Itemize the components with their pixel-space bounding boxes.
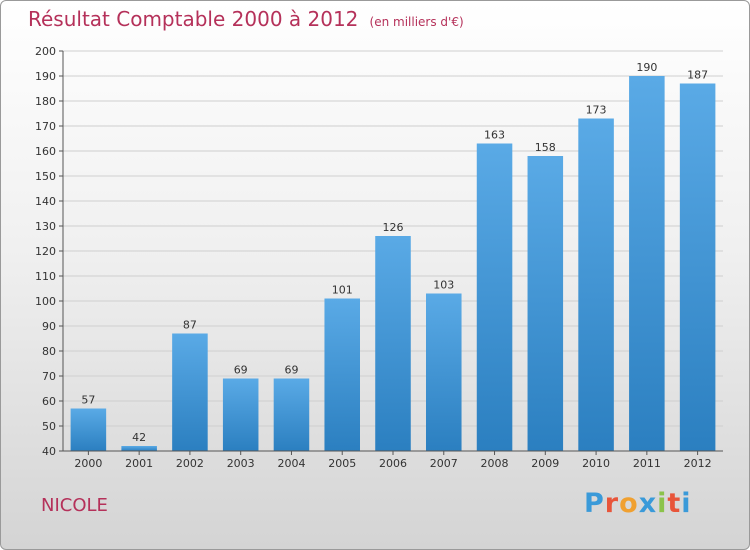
y-tick-label: 120	[35, 245, 56, 258]
bar	[578, 118, 614, 451]
logo-letter: r	[604, 488, 620, 519]
y-tick-label: 60	[42, 395, 56, 408]
chart-title: Résultat Comptable 2000 à 2012	[28, 7, 359, 31]
logo-letter: P	[584, 488, 605, 519]
y-tick-label: 50	[42, 420, 56, 433]
bar	[527, 156, 564, 451]
y-tick-label: 80	[42, 345, 56, 358]
y-tick-label: 130	[35, 220, 56, 233]
data-label: 69	[284, 364, 298, 377]
proxiti-logo[interactable]: Proxiti	[584, 488, 692, 519]
data-label: 87	[183, 319, 197, 332]
bar	[476, 143, 513, 451]
logo-letter: t	[667, 488, 682, 519]
bar	[273, 378, 310, 451]
commune-name: NICOLE	[41, 495, 108, 516]
bar	[426, 293, 462, 451]
y-tick-label: 70	[42, 370, 56, 383]
bar	[629, 76, 665, 451]
data-label: 190	[636, 61, 657, 74]
data-label: 173	[586, 104, 607, 117]
x-tick-label: 2002	[176, 457, 204, 470]
x-tick-label: 2004	[277, 457, 305, 470]
y-tick-label: 140	[35, 195, 56, 208]
y-tick-label: 40	[42, 445, 56, 458]
x-tick-label: 2005	[328, 457, 356, 470]
x-tick-label: 2003	[227, 457, 255, 470]
bar	[70, 408, 107, 451]
x-tick-label: 2012	[684, 457, 712, 470]
y-tick-label: 180	[35, 95, 56, 108]
data-label: 57	[81, 394, 95, 407]
x-tick-label: 2008	[481, 457, 509, 470]
bar	[172, 333, 208, 451]
logo-letter: o	[619, 488, 639, 519]
bar	[121, 446, 157, 451]
y-tick-label: 160	[35, 145, 56, 158]
logo-letter: i	[657, 488, 668, 519]
chart-title-block: Résultat Comptable 2000 à 2012 (en milli…	[28, 7, 464, 31]
y-tick-label: 150	[35, 170, 56, 183]
bar	[222, 378, 259, 451]
y-tick-label: 200	[35, 45, 56, 58]
y-tick-label: 190	[35, 70, 56, 83]
bar	[375, 236, 411, 451]
x-tick-label: 2011	[633, 457, 661, 470]
data-label: 158	[535, 141, 556, 154]
bar	[679, 83, 716, 451]
bar	[324, 298, 360, 451]
y-tick-label: 110	[35, 270, 56, 283]
y-tick-label: 90	[42, 320, 56, 333]
x-tick-label: 2000	[74, 457, 102, 470]
y-tick-label: 100	[35, 295, 56, 308]
data-label: 103	[433, 279, 454, 292]
y-tick-label: 170	[35, 120, 56, 133]
x-tick-label: 2010	[582, 457, 610, 470]
x-tick-label: 2009	[531, 457, 559, 470]
logo-letter: i	[681, 488, 692, 519]
data-label: 69	[234, 364, 248, 377]
x-tick-label: 2007	[430, 457, 458, 470]
data-label: 126	[383, 221, 404, 234]
data-label: 187	[687, 69, 708, 82]
x-tick-label: 2006	[379, 457, 407, 470]
data-label: 42	[132, 431, 146, 444]
data-label: 101	[332, 284, 353, 297]
data-label: 163	[484, 129, 505, 142]
logo-letter: x	[638, 488, 658, 519]
chart-subtitle: (en milliers d'€)	[369, 15, 464, 29]
x-tick-label: 2001	[125, 457, 153, 470]
